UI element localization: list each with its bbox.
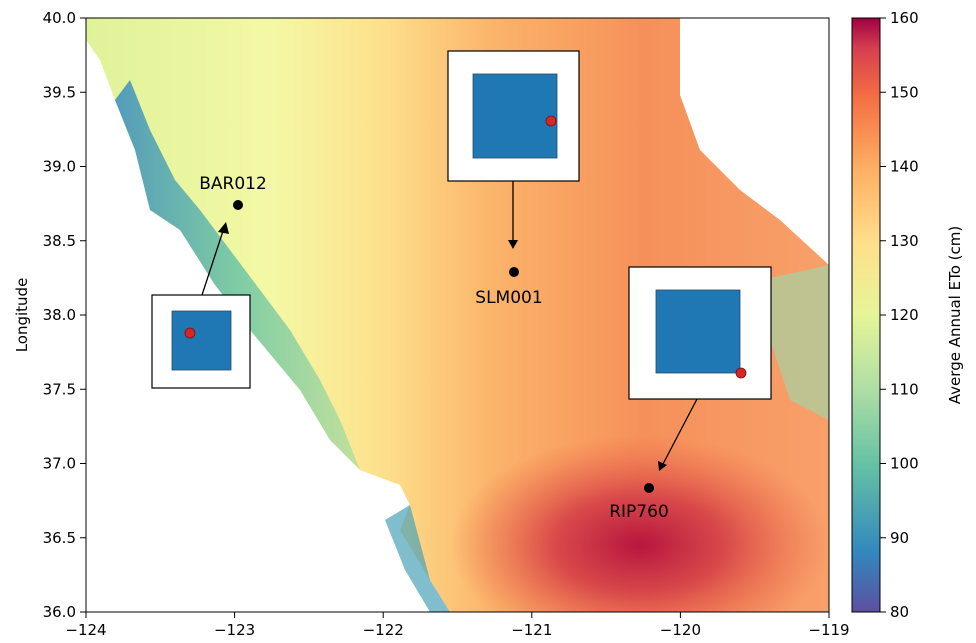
colorbar-ticks: 80 90 100 110 120 130 140 150 160 — [880, 9, 919, 621]
colorbar-tick-label: 80 — [890, 603, 909, 621]
x-axis-ticks: −124 −123 −122 −121 −120 −119 — [65, 612, 850, 639]
y-tick-label: 38.5 — [43, 232, 76, 250]
inset-location-marker — [184, 327, 196, 339]
inset-grid-cell — [655, 289, 741, 374]
y-tick-label: 36.0 — [43, 603, 76, 621]
station-bar012[interactable]: BAR012 — [199, 174, 267, 210]
inset-location-marker — [735, 367, 747, 379]
colorbar-tick-label: 150 — [890, 83, 919, 101]
south-coast-cool — [385, 505, 450, 612]
x-tick-label: −123 — [214, 621, 255, 639]
inset-slm001 — [447, 50, 580, 249]
x-tick-label: −120 — [660, 621, 701, 639]
station-marker[interactable] — [233, 200, 243, 210]
arrow-head-icon — [658, 461, 667, 471]
colorbar-tick-label: 140 — [890, 158, 919, 176]
colorbar-tick-label: 160 — [890, 9, 919, 27]
inset-arrow — [201, 227, 225, 296]
y-tick-label: 38.0 — [43, 306, 76, 324]
y-tick-label: 40.0 — [43, 9, 76, 27]
inset-grid-cell — [472, 73, 558, 159]
coastal-cool-band — [115, 80, 360, 470]
x-tick-label: −122 — [363, 621, 404, 639]
colorbar-tick-label: 130 — [890, 232, 919, 250]
hot-spot — [450, 435, 829, 612]
y-tick-label: 39.0 — [43, 158, 76, 176]
station-slm001[interactable]: SLM001 — [475, 267, 543, 308]
station-label: BAR012 — [199, 174, 267, 194]
y-tick-label: 36.5 — [43, 529, 76, 547]
colorbar-tick-label: 90 — [890, 529, 909, 547]
station-marker[interactable] — [509, 267, 519, 277]
y-axis-ticks: 36.0 36.5 37.0 37.5 38.0 38.5 39.0 39.5 40.0 — [43, 9, 86, 621]
y-tick-label: 37.0 — [43, 455, 76, 473]
x-tick-label: −121 — [511, 621, 552, 639]
inset-rip760 — [628, 266, 772, 471]
x-tick-label: −124 — [65, 621, 106, 639]
inset-arrow — [662, 398, 698, 465]
x-tick-label: −119 — [808, 621, 849, 639]
station-rip760[interactable]: RIP760 — [609, 483, 669, 522]
colorbar-label: Averge Annual ETo (cm) — [946, 226, 964, 404]
y-tick-label: 37.5 — [43, 380, 76, 398]
station-marker[interactable] — [644, 483, 654, 493]
eto-raster — [86, 18, 829, 612]
station-label: RIP760 — [609, 502, 669, 522]
station-label: SLM001 — [475, 288, 542, 308]
colorbar-tick-label: 110 — [890, 380, 919, 398]
colorbar-tick-label: 100 — [890, 455, 919, 473]
inset-bar012 — [151, 222, 251, 389]
inset-location-marker — [545, 115, 557, 127]
east-hills-cool — [760, 265, 829, 420]
y-tick-label: 39.5 — [43, 83, 76, 101]
colorbar — [851, 17, 881, 613]
arrow-head-icon — [508, 240, 518, 249]
inset-grid-cell — [171, 310, 232, 371]
nodata-corner — [680, 18, 829, 95]
arrow-head-icon — [218, 222, 229, 234]
colorbar-tick-label: 120 — [890, 306, 919, 324]
y-axis-title: Longitude — [13, 278, 31, 353]
